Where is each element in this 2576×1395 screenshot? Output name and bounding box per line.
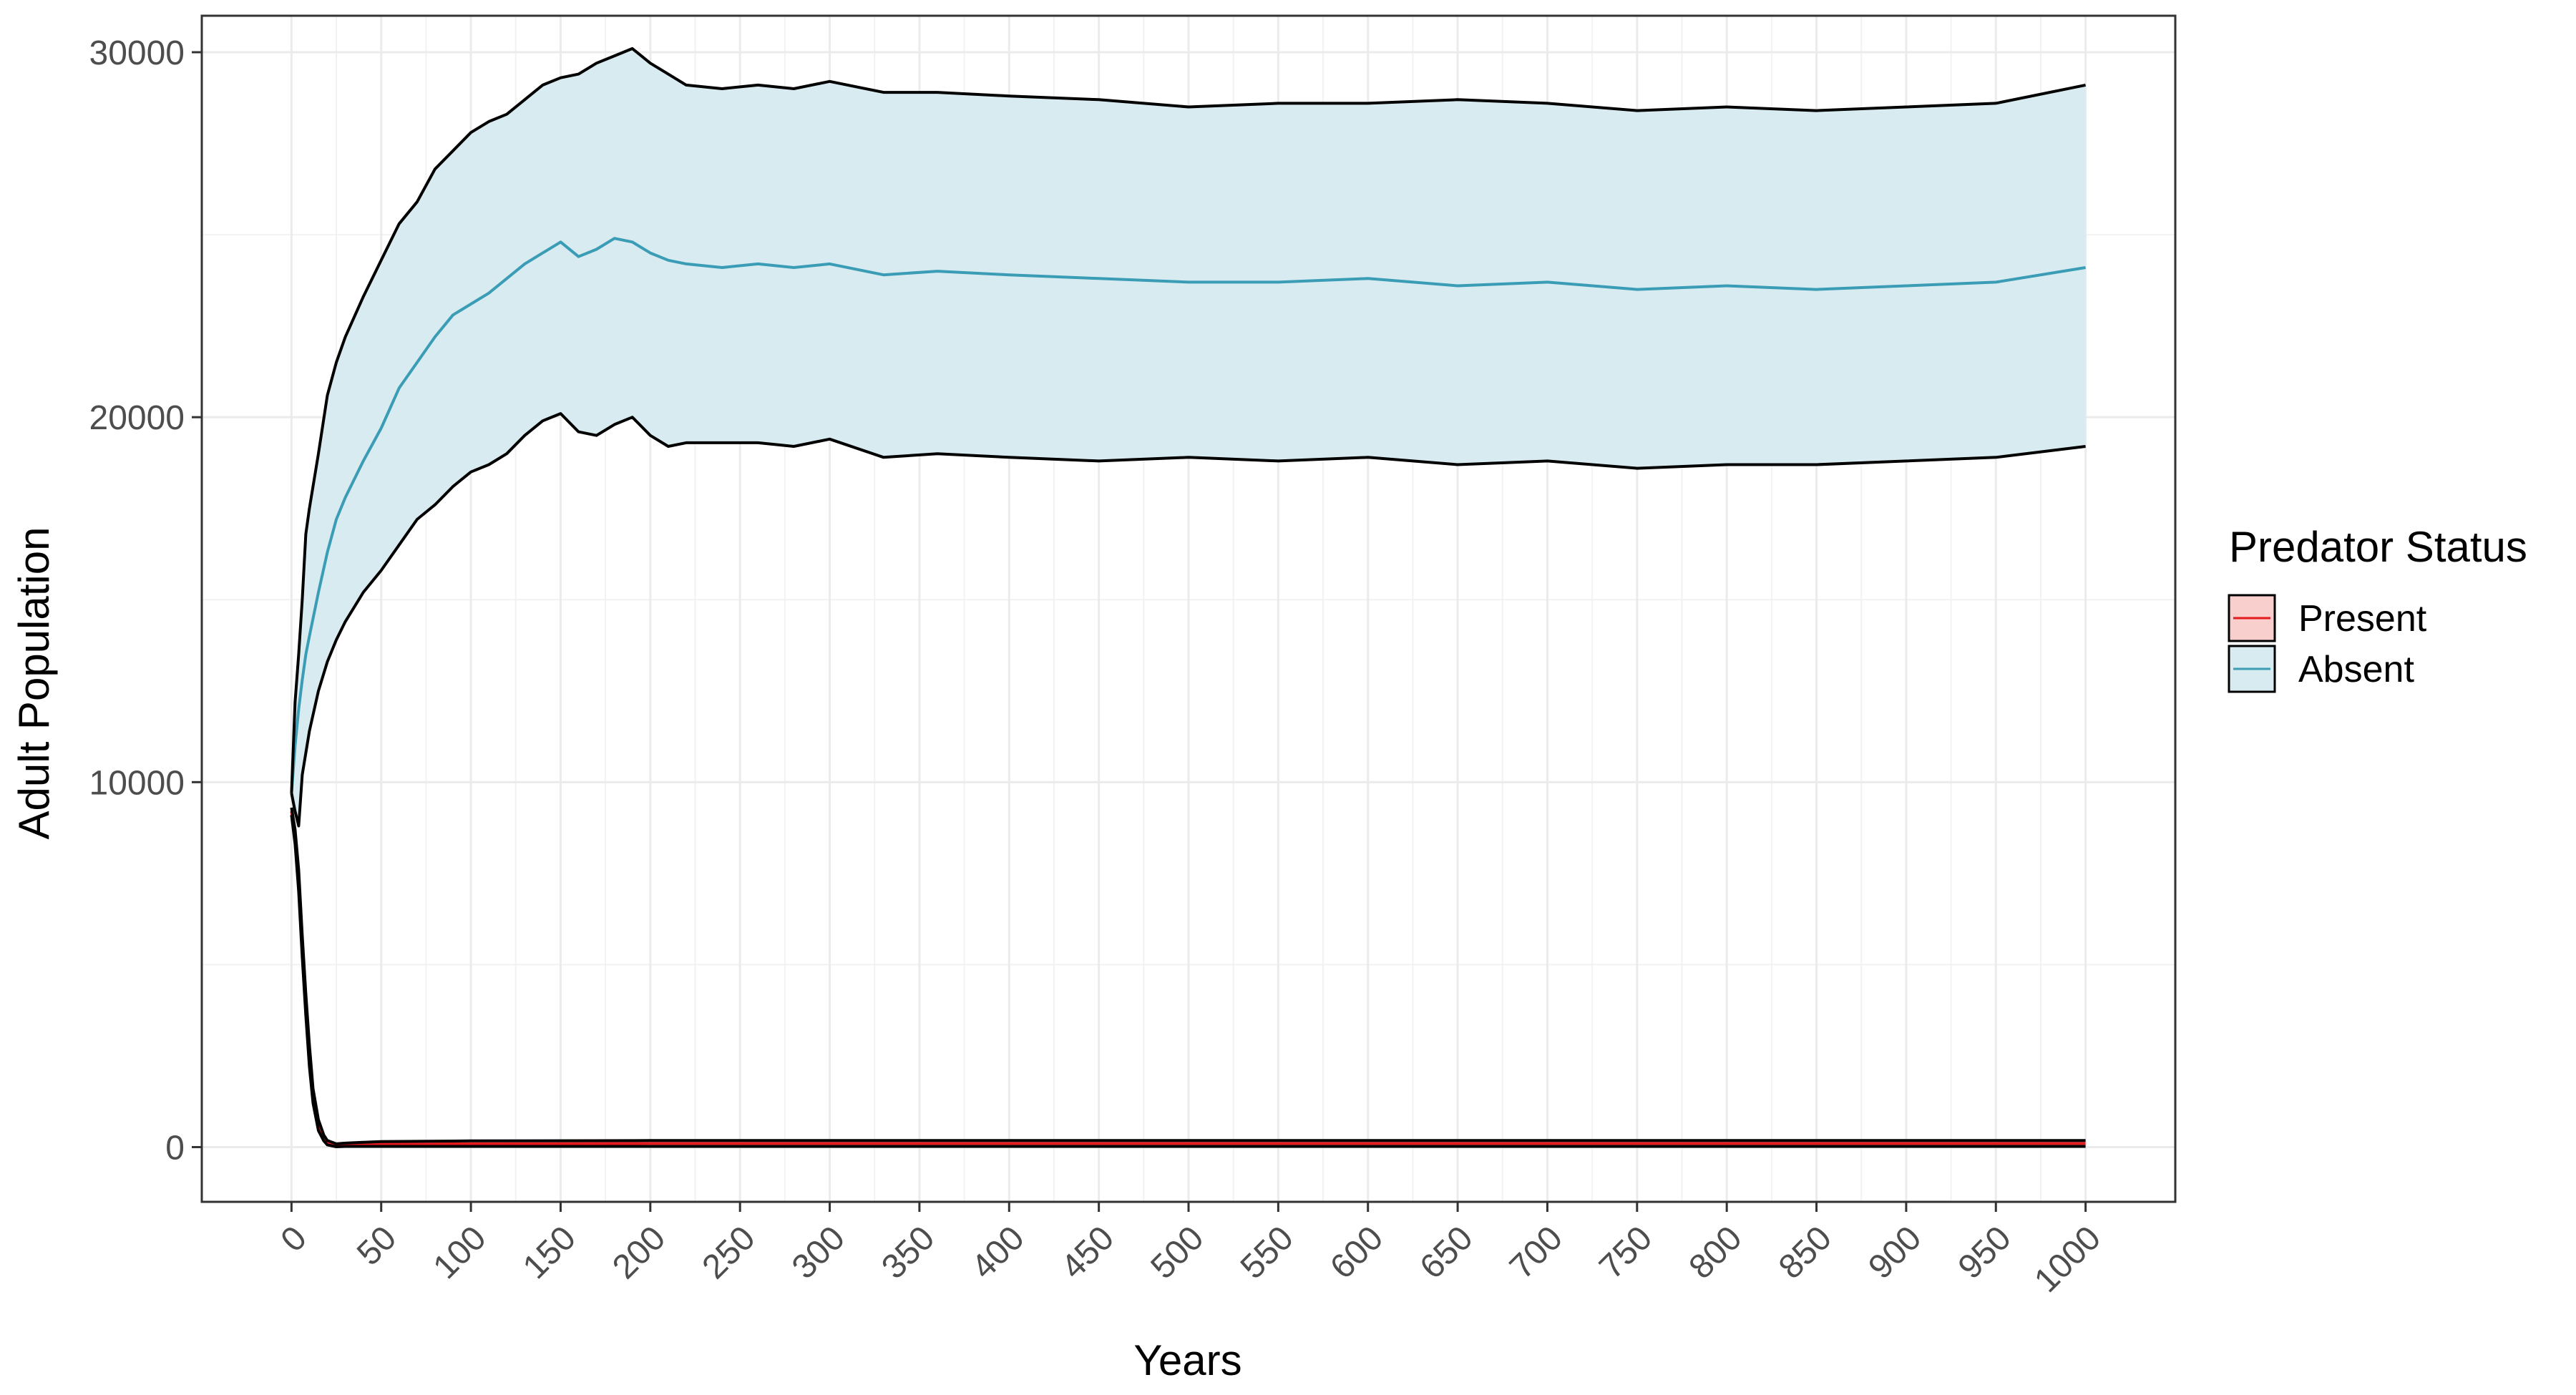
legend-title: Predator Status [2229,523,2527,571]
y-axis-ticks: 0 10000 20000 30000 [89,34,202,1167]
y-tick-label: 30000 [89,34,185,72]
legend: Predator Status Present Absent [2228,523,2527,693]
y-tick-label: 0 [165,1129,185,1167]
lower-line-absent [290,412,2086,828]
y-axis-title: Adult Population [10,527,58,840]
legend-label-present: Present [2298,598,2427,640]
series-absent [290,46,2086,828]
series-present [290,807,2086,1148]
lower-line-present [290,814,2086,1148]
y-tick-label: 10000 [89,764,185,802]
series-layer [290,46,2086,1148]
legend-item-absent: Absent [2228,645,2414,693]
legend-label-absent: Absent [2298,649,2414,690]
band-absent [291,48,2086,826]
x-axis-title: Years [1133,1336,1241,1384]
mean-line-absent [290,237,2086,793]
upper-line-absent [290,46,2086,793]
y-tick-label: 20000 [89,399,185,437]
legend-item-present: Present [2228,594,2427,642]
